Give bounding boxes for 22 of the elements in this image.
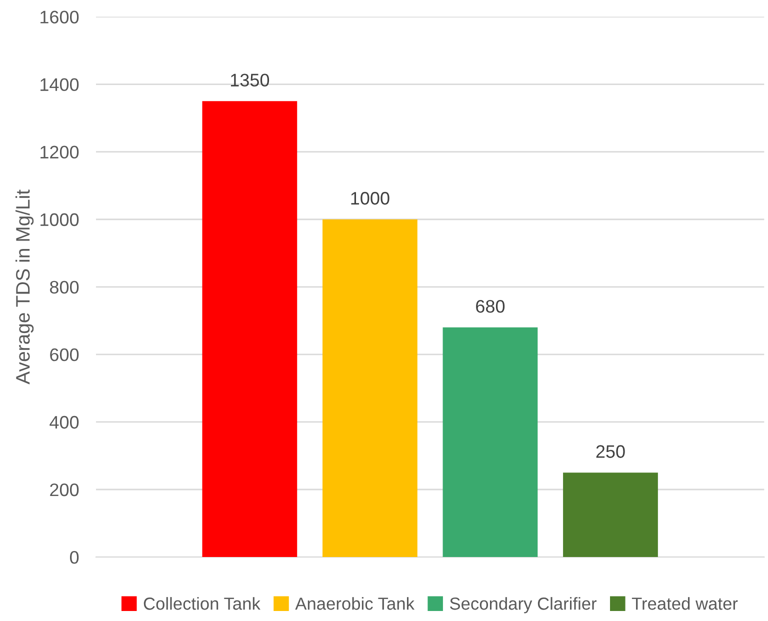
bar (322, 219, 418, 558)
legend-label: Anaerobic Tank (295, 597, 415, 610)
data-label: 1350 (230, 74, 270, 87)
y-tick-label: 1400 (40, 78, 79, 92)
legend-label: Collection Tank (144, 597, 260, 610)
legend-label: Treated water (632, 597, 738, 610)
y-tick-label: 200 (50, 483, 79, 496)
y-tick-label: 1000 (40, 213, 79, 226)
y-tick-label: 600 (50, 348, 79, 362)
y-tick-label: 1600 (40, 10, 79, 24)
y-tick-label: 800 (50, 280, 79, 294)
bar (563, 472, 658, 558)
y-tick-label: 1200 (40, 146, 79, 159)
bar (202, 101, 298, 558)
legend-label: Secondary Clarifier (450, 597, 597, 614)
data-label: 1000 (351, 192, 390, 205)
y-tick-label: 0 (70, 550, 79, 564)
y-axis-title: Average TDS in Mg/Lit (15, 190, 34, 384)
y-tick-label: 400 (50, 416, 79, 429)
data-label: 250 (596, 445, 625, 458)
data-label: 680 (476, 300, 505, 313)
bar (442, 327, 538, 558)
